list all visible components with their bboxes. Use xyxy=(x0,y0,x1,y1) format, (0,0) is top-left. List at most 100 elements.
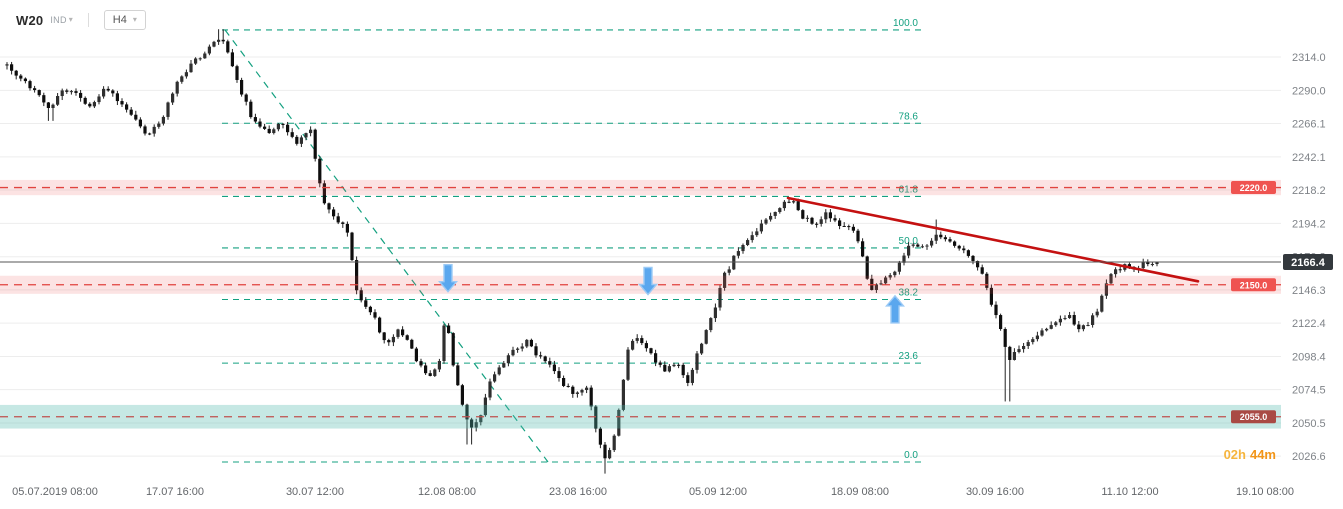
candle xyxy=(589,387,593,407)
candle xyxy=(1003,328,1007,347)
candle xyxy=(125,104,129,110)
zone-price-badge-2220.0: 2220.0 xyxy=(1231,181,1276,195)
price-zones xyxy=(0,179,1281,429)
candle xyxy=(934,234,938,241)
candle xyxy=(474,422,478,428)
candle xyxy=(5,64,9,66)
fibonacci-retracement[interactable]: 100.0 78.6 61.8 50.0 38.2 23.6 0.0 xyxy=(222,18,924,463)
candle xyxy=(585,387,589,390)
candle xyxy=(253,117,257,122)
candle xyxy=(1058,318,1062,323)
candle xyxy=(824,212,828,220)
candle xyxy=(134,114,138,120)
candle xyxy=(442,325,446,361)
candle xyxy=(65,90,69,92)
candle xyxy=(143,126,147,134)
candle xyxy=(833,218,837,221)
candle xyxy=(203,53,207,59)
countdown-minutes: 44m xyxy=(1249,447,1276,462)
descending-trend-line[interactable] xyxy=(786,196,1200,283)
candle xyxy=(1031,339,1035,343)
candle xyxy=(488,381,492,398)
price-zone-2220.0[interactable] xyxy=(0,179,1281,196)
candle xyxy=(709,318,713,331)
chevron-down-icon: ▾ xyxy=(68,15,73,24)
candle xyxy=(166,102,170,117)
candle xyxy=(1091,315,1095,325)
candle xyxy=(479,415,483,423)
price-axis-label: 2266.1 xyxy=(1292,119,1326,131)
candle xyxy=(295,136,299,144)
time-axis[interactable]: 05.07.2019 08:00 17.07 16:00 30.07 12:00 12… xyxy=(12,486,1294,498)
candle xyxy=(916,244,920,247)
candle xyxy=(667,366,671,372)
buy-signal-arrow-icon[interactable] xyxy=(884,294,906,324)
candle xyxy=(419,361,423,366)
candle xyxy=(792,201,796,203)
candle xyxy=(962,248,966,251)
candle xyxy=(861,241,865,257)
zone-band[interactable] xyxy=(0,179,1281,196)
candle xyxy=(529,339,533,347)
candle xyxy=(695,353,699,370)
candle xyxy=(46,102,50,108)
candle xyxy=(28,81,32,89)
candle xyxy=(56,96,60,105)
candle xyxy=(23,78,27,82)
candle xyxy=(1081,325,1085,330)
candle xyxy=(10,64,14,71)
candle xyxy=(37,90,41,96)
candle xyxy=(1150,264,1154,266)
fib-anchor-line[interactable] xyxy=(224,29,549,463)
candle xyxy=(1045,328,1049,331)
candle xyxy=(405,335,409,340)
candle xyxy=(575,392,579,394)
zone-band[interactable] xyxy=(0,404,1281,429)
timeframe-button[interactable]: H4 ▾ xyxy=(103,10,146,30)
candle xyxy=(1104,283,1108,296)
candle xyxy=(897,262,901,272)
candle xyxy=(272,129,276,134)
candle xyxy=(263,126,267,129)
candle xyxy=(884,277,888,284)
candle xyxy=(230,52,234,67)
candle xyxy=(180,76,184,82)
fib-level-label: 78.6 xyxy=(899,111,919,122)
candle xyxy=(1026,342,1030,346)
sell-signal-arrow-icon[interactable] xyxy=(437,264,459,293)
candle xyxy=(198,58,202,60)
candle xyxy=(1072,315,1076,325)
price-zone-2055.0[interactable] xyxy=(0,404,1281,429)
candle xyxy=(815,223,819,225)
candle xyxy=(1141,262,1145,269)
time-axis-label: 11.10 12:00 xyxy=(1101,486,1158,498)
candle xyxy=(511,349,515,356)
candle xyxy=(345,223,349,233)
instrument-type-dropdown[interactable]: IND ▾ xyxy=(50,15,72,25)
candle xyxy=(686,375,690,383)
candle xyxy=(557,371,561,379)
candle xyxy=(332,209,336,217)
candle xyxy=(907,245,911,256)
candle xyxy=(410,339,414,349)
sell-signal-arrow-icon[interactable] xyxy=(637,266,659,296)
candle xyxy=(764,219,768,224)
candle xyxy=(736,251,740,256)
candle xyxy=(805,217,809,219)
candle xyxy=(1100,295,1104,312)
candle xyxy=(470,419,474,428)
candle xyxy=(148,133,152,135)
candle xyxy=(456,365,460,386)
time-axis-label: 19.10 08:00 xyxy=(1236,486,1294,498)
candle xyxy=(598,428,602,445)
candle xyxy=(631,340,635,350)
candle xyxy=(704,330,708,344)
candle xyxy=(428,373,432,376)
candle xyxy=(51,104,55,108)
candle xyxy=(966,250,970,256)
chevron-down-icon: ▾ xyxy=(132,15,137,24)
candle xyxy=(856,230,860,242)
fib-level-label: 38.2 xyxy=(899,288,919,299)
candle xyxy=(953,241,957,246)
